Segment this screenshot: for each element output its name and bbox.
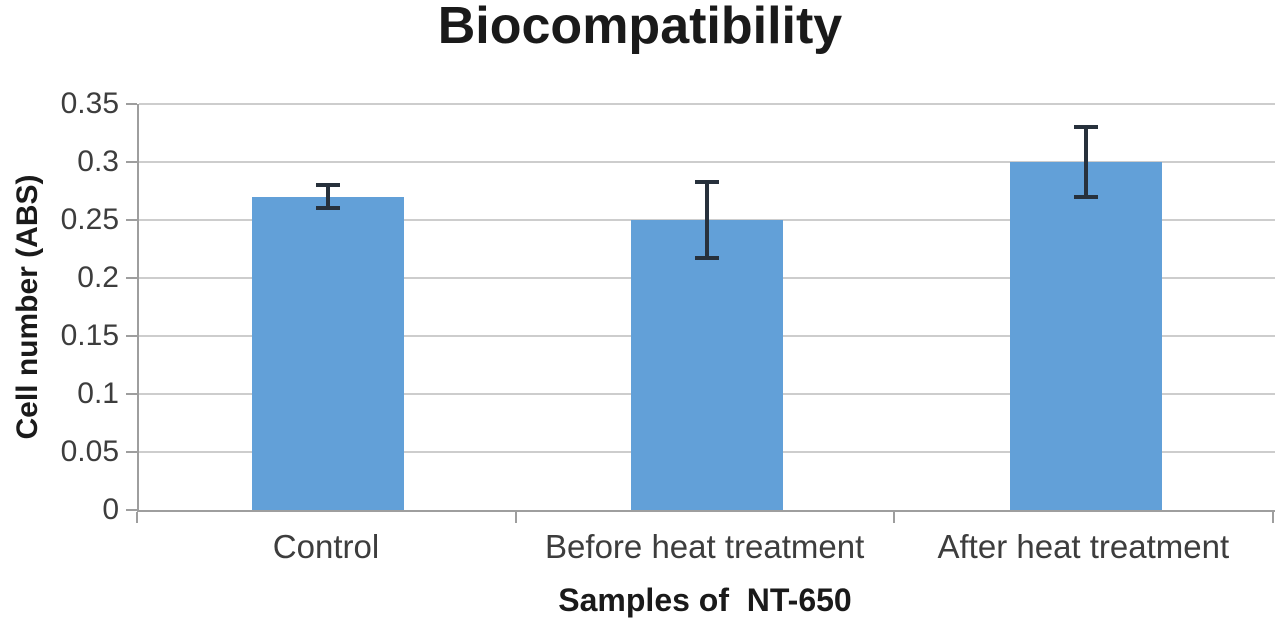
y-axis-tick (126, 103, 137, 105)
x-axis-tick (893, 512, 896, 523)
gridline-0.3 (139, 161, 1275, 163)
y-tick-label: 0.25 (60, 203, 119, 236)
error-bar-cap-bottom-before-heat-treatment (695, 256, 719, 261)
y-tick-label: 0.3 (77, 145, 119, 178)
y-axis-tick (126, 161, 137, 163)
x-category-label-control: Control (272, 528, 380, 565)
y-tick-label: 0.05 (60, 435, 119, 468)
error-bar-cap-top-control (316, 183, 341, 188)
bar-control (252, 196, 405, 510)
y-tick-label: 0.35 (60, 87, 119, 120)
bar-after-heat-treatment (1009, 162, 1162, 510)
x-category-label-after-heat-treatment: After heat treatment (937, 528, 1230, 565)
x-category-label-before-heat-treatment: Before heat treatment (545, 528, 865, 565)
y-tick-label: 0 (102, 493, 119, 526)
error-bar-cap-bottom-control (316, 206, 341, 211)
error-bar-before-heat-treatment (705, 181, 709, 259)
error-bar-cap-bottom-after-heat-treatment (1073, 194, 1098, 199)
x-axis-tick (514, 512, 517, 523)
y-axis-tick (126, 277, 137, 279)
error-bar-cap-top-after-heat-treatment (1073, 125, 1098, 130)
y-axis-tick (126, 509, 137, 511)
x-axis-tick (1272, 512, 1274, 523)
x-axis-tick (136, 512, 138, 523)
error-bar-cap-top-before-heat-treatment (695, 179, 719, 184)
error-bar-control (326, 185, 331, 209)
plot-area (137, 103, 1275, 512)
x-axis-title: Samples of NT-650 (558, 582, 852, 618)
y-tick-label: 0.2 (77, 261, 119, 294)
chart-title: Biocompatibility (437, 0, 843, 55)
y-tick-label: 0.15 (60, 319, 119, 352)
y-axis-tick (126, 335, 137, 337)
y-axis-tick (126, 393, 137, 395)
bar-before-heat-treatment (630, 220, 784, 510)
error-bar-after-heat-treatment (1083, 127, 1088, 197)
gridline-0.35 (139, 103, 1275, 105)
y-axis-tick (126, 451, 137, 453)
y-tick-label: 0.1 (77, 377, 119, 410)
y-axis-tick (126, 219, 137, 221)
